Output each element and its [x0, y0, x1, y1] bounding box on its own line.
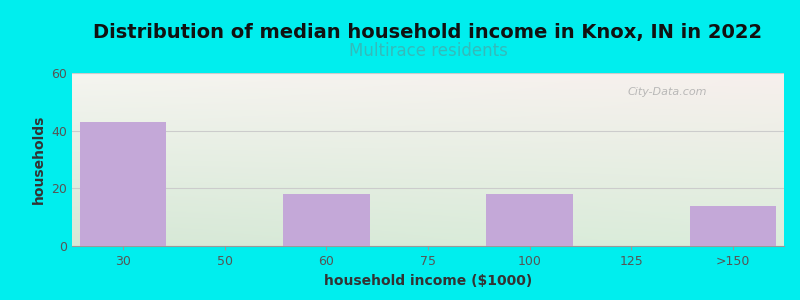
- Y-axis label: households: households: [32, 115, 46, 204]
- X-axis label: household income ($1000): household income ($1000): [324, 274, 532, 288]
- Text: City-Data.com: City-Data.com: [627, 87, 707, 97]
- Bar: [283, 194, 370, 246]
- Bar: [80, 122, 166, 246]
- Text: Distribution of median household income in Knox, IN in 2022: Distribution of median household income …: [94, 23, 762, 42]
- Bar: [690, 206, 776, 246]
- Text: Multirace residents: Multirace residents: [349, 42, 507, 60]
- Bar: [486, 194, 573, 246]
